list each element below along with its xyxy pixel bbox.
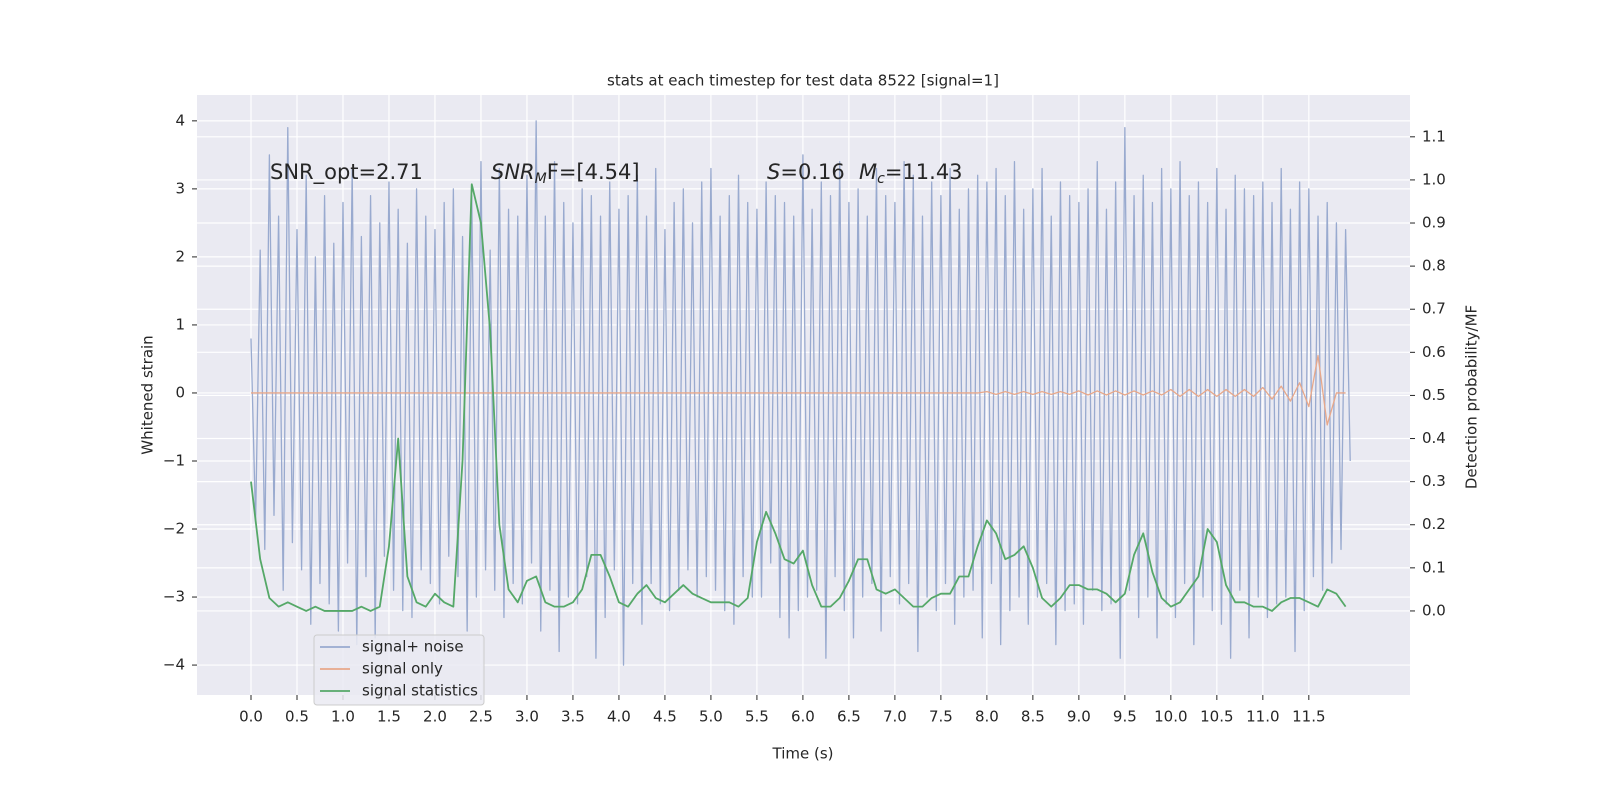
legend-label: signal+ noise — [362, 638, 464, 656]
x-tick-label: 5.5 — [745, 708, 769, 726]
annotation-symbol: SNR — [491, 160, 535, 184]
annotation-value: =11.43 — [885, 160, 963, 184]
x-tick-label: 2.0 — [423, 708, 447, 726]
x-tick-label: 0.0 — [239, 708, 263, 726]
y2-tick-label: 0.6 — [1422, 343, 1446, 361]
y2-tick-label: 1.1 — [1422, 127, 1446, 145]
y2-tick-label: 0.3 — [1422, 472, 1446, 490]
annotation-symbol: M — [859, 160, 877, 184]
y-tick-label: 0 — [175, 383, 185, 401]
x-tick-label: 1.5 — [377, 708, 401, 726]
annotation-subscript: M — [535, 171, 547, 187]
y2-tick-label: 0.5 — [1422, 386, 1446, 404]
y2-tick-label: 0.2 — [1422, 515, 1446, 533]
y2-tick-label: 0.9 — [1422, 214, 1446, 232]
y2-tick-label: 0.4 — [1422, 429, 1446, 447]
x-tick-label: 7.0 — [883, 708, 907, 726]
x-tick-label: 8.5 — [1021, 708, 1045, 726]
y-tick-label: 3 — [175, 179, 185, 197]
series-line — [250, 120, 1351, 666]
y2-tick-label: 1.0 — [1422, 170, 1446, 188]
y2-tick-label: 0.0 — [1422, 601, 1446, 619]
y-tick-label: 4 — [175, 111, 185, 129]
x-tick-label: 8.0 — [975, 708, 999, 726]
y2-tick-label: 0.7 — [1422, 300, 1446, 318]
x-tick-label: 2.5 — [469, 708, 493, 726]
annotation-value: F=[4.54] — [547, 160, 640, 184]
x-tick-label: 6.0 — [791, 708, 815, 726]
annotation: S=0.16 — [767, 160, 845, 184]
y-tick-label: −3 — [163, 588, 185, 606]
y-tick-label: −1 — [163, 451, 185, 469]
legend-label: signal statistics — [362, 682, 478, 700]
annotation: SNRMF=[4.54] — [491, 160, 640, 187]
annotation-value: =0.16 — [780, 160, 844, 184]
y-tick-label: −2 — [163, 520, 185, 538]
x-tick-label: 3.0 — [515, 708, 539, 726]
y-axis-label: Whitened strain — [139, 335, 157, 454]
legend-label: signal only — [362, 660, 443, 678]
annotation: Mc=11.43 — [859, 160, 963, 187]
y-tick-label: 2 — [175, 247, 185, 265]
x-tick-label: 7.5 — [929, 708, 953, 726]
x-tick-label: 4.0 — [607, 708, 631, 726]
annotation-symbol: S — [767, 160, 780, 184]
x-tick-label: 9.0 — [1067, 708, 1091, 726]
x-tick-label: 10.0 — [1154, 708, 1187, 726]
chart-title: stats at each timestep for test data 852… — [607, 72, 999, 90]
y-tick-label: 1 — [175, 315, 185, 333]
x-tick-label: 6.5 — [837, 708, 861, 726]
x-tick-label: 9.5 — [1113, 708, 1137, 726]
annotation-subscript: c — [877, 171, 885, 187]
x-tick-label: 5.0 — [699, 708, 723, 726]
x-tick-label: 11.0 — [1246, 708, 1279, 726]
y-tick-label: −4 — [163, 656, 185, 674]
series-line — [250, 183, 1347, 612]
x-tick-label: 0.5 — [285, 708, 309, 726]
x-axis-label: Time (s) — [772, 745, 834, 763]
x-tick-label: 1.0 — [331, 708, 355, 726]
legend-box — [313, 634, 485, 706]
x-tick-label: 10.5 — [1200, 708, 1233, 726]
y2-tick-label: 0.8 — [1422, 257, 1446, 275]
y2-axis-label: Detection probability/MF — [1463, 305, 1481, 489]
y2-tick-label: 0.1 — [1422, 558, 1446, 576]
x-tick-label: 4.5 — [653, 708, 677, 726]
annotation: SNR_opt=2.71 — [270, 160, 423, 185]
x-tick-label: 3.5 — [561, 708, 585, 726]
series-line — [250, 354, 1346, 426]
x-tick-label: 11.5 — [1292, 708, 1325, 726]
